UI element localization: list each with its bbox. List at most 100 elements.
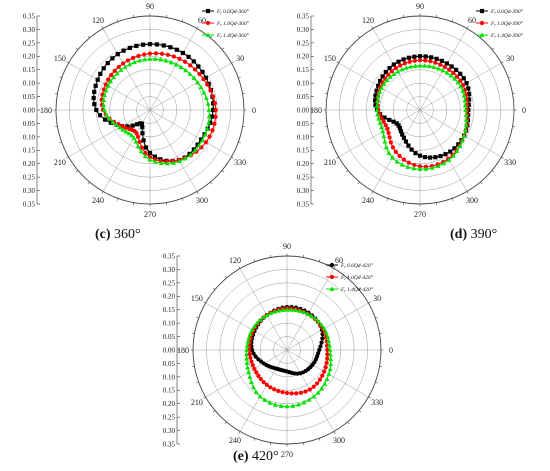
series-marker — [262, 397, 268, 402]
series-marker — [212, 101, 218, 106]
series-marker — [284, 307, 290, 312]
angle-tick-mark — [87, 181, 90, 185]
series-marker — [417, 164, 423, 169]
series-marker — [294, 391, 299, 396]
series-marker — [448, 149, 453, 154]
series-marker — [213, 107, 218, 113]
series-marker — [211, 94, 216, 99]
series-marker — [103, 87, 109, 93]
angle-tick-mark — [224, 275, 227, 279]
series-3 — [374, 63, 469, 171]
angle-label: 330 — [371, 398, 383, 407]
angle-tick-mark — [357, 181, 360, 185]
series-marker — [268, 385, 273, 390]
series-marker — [452, 76, 458, 81]
series-marker — [328, 361, 334, 367]
series-marker — [165, 52, 171, 57]
series-marker — [377, 89, 383, 94]
panel-caption: (d) 390° — [450, 227, 497, 242]
angle-tick-mark — [196, 316, 199, 319]
angle-label: 60 — [335, 256, 343, 265]
series-marker — [198, 84, 204, 90]
series-marker — [325, 334, 331, 339]
angle-tick-mark — [212, 410, 216, 413]
series-marker — [293, 307, 298, 313]
series-marker — [403, 65, 409, 70]
radial-tick-label: 0.10 — [23, 133, 36, 141]
grid-spoke — [286, 349, 369, 398]
series-marker — [174, 47, 179, 52]
series-marker — [247, 374, 253, 379]
series-marker — [153, 51, 159, 56]
polar-grid — [190, 253, 384, 447]
polar-panel-c: 0.35 0.30 0.25 0.20 0.15 0.10 0.05 0.00 0.05 0.10… — [23, 2, 256, 242]
radial-tick-label: 0.25 — [297, 39, 310, 47]
series-marker — [195, 142, 200, 147]
series-marker — [391, 71, 397, 77]
series-marker — [449, 64, 454, 69]
grid-spoke — [419, 109, 468, 192]
legend-marker — [479, 20, 485, 26]
legend-entry: Fr 0.6Qd-390° — [490, 8, 524, 15]
series-marker — [458, 71, 463, 76]
series-marker — [306, 397, 312, 402]
series-marker — [142, 153, 148, 159]
angle-label: 270 — [414, 210, 426, 219]
series-marker — [394, 121, 399, 126]
angle-tick-mark — [75, 170, 79, 173]
series-marker — [276, 308, 282, 313]
series-marker — [423, 54, 428, 59]
caption-letter: (e) — [233, 449, 249, 464]
angle-tick-mark — [116, 19, 119, 22]
grid-spoke — [205, 349, 288, 398]
series-marker — [455, 79, 461, 85]
series-marker — [397, 126, 402, 131]
series-marker — [251, 384, 256, 390]
series-marker — [153, 159, 158, 164]
grid-spoke — [68, 109, 151, 158]
series-marker — [267, 400, 273, 405]
angle-tick-mark — [203, 301, 206, 304]
series-marker — [454, 148, 460, 154]
legend-marker — [479, 8, 485, 14]
angle-axis: 0 30 60 90 120 150 180 210 240 270 300 330 — [310, 2, 526, 219]
angle-label: 0 — [252, 106, 256, 115]
series-marker — [395, 69, 401, 74]
series-marker — [110, 56, 115, 61]
series-marker — [380, 74, 385, 79]
series-marker — [254, 320, 260, 325]
radial-tick-label: 0.00 — [163, 346, 176, 354]
series-marker — [280, 390, 285, 395]
angle-label: 150 — [54, 54, 66, 63]
series-marker — [133, 139, 139, 144]
angle-label: 210 — [324, 158, 336, 167]
angle-tick-mark — [75, 47, 79, 50]
series-marker — [393, 66, 398, 71]
series-marker — [406, 160, 411, 165]
series-marker — [463, 112, 469, 117]
angle-tick-mark — [224, 421, 227, 425]
series-marker — [321, 325, 327, 331]
series-marker — [121, 48, 126, 53]
series-marker — [463, 107, 469, 112]
series-marker — [105, 60, 110, 66]
series-marker — [163, 58, 169, 63]
series-marker — [405, 164, 411, 169]
series-marker — [134, 131, 139, 136]
series-marker — [439, 58, 444, 64]
series-marker — [202, 132, 208, 137]
radial-tick-label: 0.25 — [297, 174, 310, 182]
series-marker — [103, 112, 109, 117]
radial-tick-label: 0.10 — [163, 320, 176, 328]
series-marker — [431, 64, 437, 70]
caption-text: 420° — [249, 449, 279, 464]
series-marker — [417, 166, 423, 171]
series-marker — [398, 129, 404, 134]
series-marker — [376, 83, 381, 88]
series-marker — [168, 59, 174, 65]
series-marker — [268, 310, 274, 316]
legend-entry: Fr 1.4Qd-360° — [216, 32, 250, 39]
radial-tick-label: 0.20 — [23, 53, 36, 61]
series-marker — [199, 137, 205, 143]
